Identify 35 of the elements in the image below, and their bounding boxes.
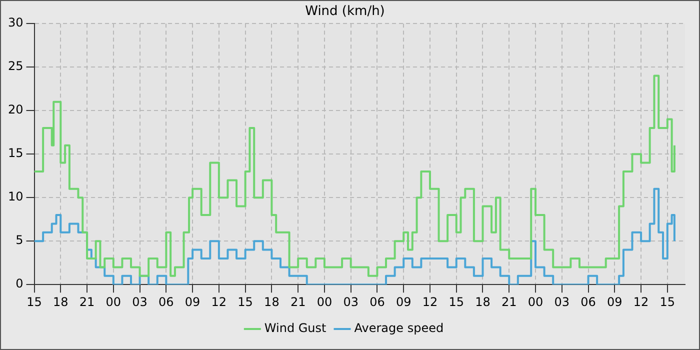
x-tick-label: 21: [501, 294, 517, 309]
y-tick-label: 0: [16, 276, 24, 291]
chart-title: Wind (km/h): [305, 4, 385, 20]
y-tick-label: 25: [8, 59, 24, 74]
x-tick-label: 06: [580, 294, 596, 309]
x-tick-label: 18: [264, 294, 280, 309]
y-tick-label: 30: [8, 16, 24, 30]
x-tick-label: 00: [316, 294, 332, 309]
x-tick-label: 09: [396, 294, 412, 309]
x-tick-label: 12: [422, 294, 438, 309]
x-tick-label: 15: [660, 294, 676, 309]
x-tick-label: 06: [158, 294, 174, 309]
x-tick-label: 15: [26, 294, 42, 309]
legend-label: Wind Gust: [264, 321, 327, 336]
x-tick-label: 15: [238, 294, 253, 309]
x-tick-label: 03: [132, 294, 148, 309]
x-tick-label: 18: [475, 294, 490, 309]
x-tick-label: 09: [607, 294, 622, 309]
x-tick-label: 03: [343, 294, 358, 309]
x-tick-label: 18: [53, 294, 68, 309]
x-tick-label: 21: [79, 294, 95, 309]
y-tick-label: 20: [8, 102, 24, 117]
x-tick-label: 12: [211, 294, 227, 309]
y-tick-label: 10: [8, 190, 24, 204]
x-tick-label: 15: [448, 294, 464, 309]
y-tick-label: 15: [8, 146, 24, 160]
x-tick-label: 21: [290, 294, 306, 309]
legend-label: Average speed: [354, 321, 444, 336]
x-tick-label: 00: [106, 294, 122, 309]
x-tick-label: 03: [554, 294, 570, 309]
y-tick-label: 5: [16, 233, 24, 248]
x-tick-label: 09: [184, 294, 200, 309]
x-tick-label: 12: [633, 294, 649, 309]
x-tick-label: 06: [370, 294, 385, 309]
x-tick-label: 00: [528, 294, 544, 309]
